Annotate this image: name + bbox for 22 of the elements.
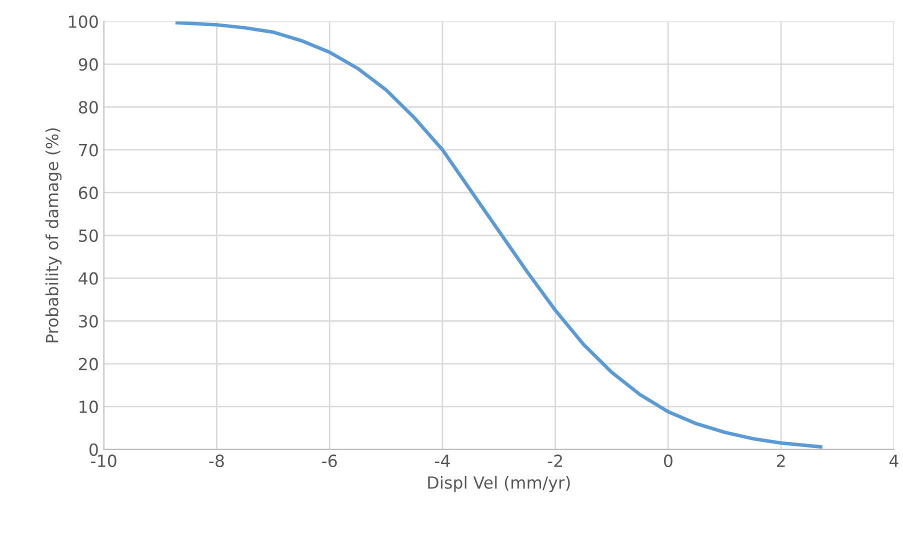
y-tick-label: 50 [79, 229, 98, 242]
x-tick-label: -8 [209, 454, 224, 468]
y-tick-label: 0 [89, 443, 98, 456]
x-axis-title: Displ Vel (mm/yr) [428, 476, 570, 492]
x-tick-label: -2 [548, 454, 562, 467]
x-tick-label: 2 [777, 454, 785, 467]
y-tick-label: 10 [80, 400, 98, 414]
y-tick-label: 90 [78, 58, 98, 71]
y-tick-label: 40 [78, 272, 98, 285]
x-tick-label: -4 [434, 454, 450, 467]
y-tick-label: 80 [78, 100, 98, 114]
y-tick-label: 20 [78, 358, 98, 370]
y-tick-label: 100 [69, 15, 98, 28]
x-tick-label: -10 [91, 454, 116, 468]
y-tick-label: 70 [79, 144, 98, 156]
x-tick-label: 4 [889, 454, 898, 467]
line-series [175, 21, 822, 449]
y-tick-label: 60 [78, 186, 98, 200]
x-tick-label: -6 [322, 454, 337, 468]
y-axis-title: Probability of damage (%) [45, 128, 62, 342]
y-tick-label: 30 [79, 314, 98, 328]
x-tick-label: 0 [664, 454, 672, 468]
